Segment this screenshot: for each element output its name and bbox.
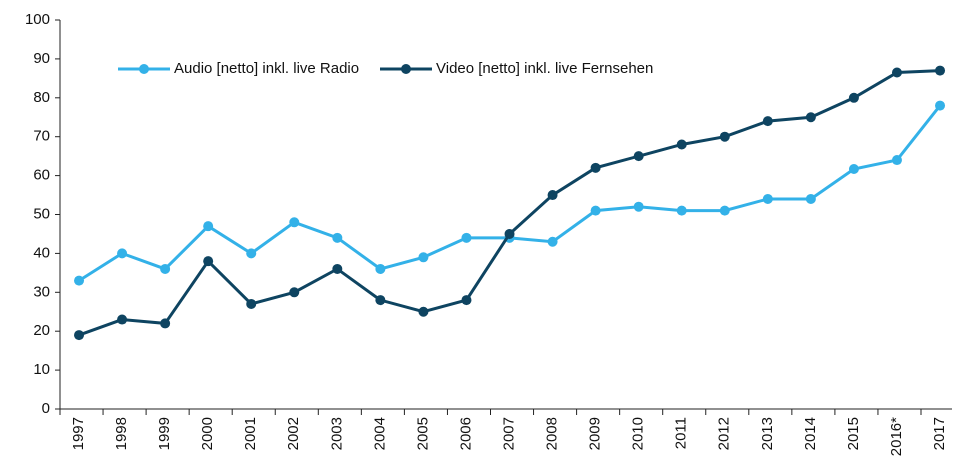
data-point: [547, 236, 558, 247]
x-tick-label: 2013: [759, 417, 776, 450]
data-point: [676, 205, 687, 216]
data-point: [805, 193, 816, 204]
data-point: [289, 217, 300, 228]
data-point: [117, 314, 128, 325]
x-tick-label: 2015: [845, 417, 862, 450]
data-point: [590, 162, 601, 173]
x-tick-label: 2011: [673, 417, 690, 449]
x-tick-label: 2001: [242, 417, 259, 450]
legend-label: Video [netto] inkl. live Fernsehen: [436, 60, 653, 77]
data-point: [246, 248, 257, 259]
data-point: [547, 190, 558, 201]
data-point: [332, 263, 343, 274]
x-tick-label: 2005: [414, 417, 431, 450]
data-point: [935, 65, 946, 76]
data-point: [332, 232, 343, 243]
data-point: [160, 318, 171, 329]
data-point: [848, 163, 859, 174]
series-line: [78, 104, 942, 282]
y-tick-label: 20: [33, 322, 50, 339]
data-point: [160, 263, 171, 274]
x-tick-label: 2003: [328, 417, 345, 450]
x-tick-label: 2002: [285, 417, 302, 450]
data-point: [590, 205, 601, 216]
data-point: [762, 116, 773, 127]
y-tick-label: 30: [33, 283, 50, 300]
data-point: [633, 151, 644, 162]
x-tick-label: 2017: [931, 417, 948, 450]
data-point: [289, 287, 300, 298]
x-tick-label: 2016*: [888, 417, 905, 456]
x-tick-label: 1997: [70, 417, 87, 450]
data-point: [719, 131, 730, 142]
data-point: [891, 67, 902, 78]
legend-marker: [139, 64, 149, 74]
data-point: [676, 139, 687, 150]
data-point: [719, 205, 730, 216]
legend-marker: [401, 64, 411, 74]
data-point: [762, 193, 773, 204]
data-point: [418, 252, 429, 263]
data-point: [633, 201, 644, 212]
data-point: [74, 330, 85, 341]
x-tick-label: 2008: [544, 417, 561, 450]
y-tick-label: 50: [33, 205, 50, 222]
x-tick-label: 2009: [587, 417, 604, 450]
y-tick-label: 80: [33, 89, 50, 106]
data-point: [418, 306, 429, 317]
data-point: [805, 112, 816, 123]
x-tick-label: 2000: [199, 417, 216, 450]
x-tick-label: 2007: [500, 417, 517, 450]
legend-label: Audio [netto] inkl. live Radio: [174, 60, 359, 77]
x-tick-label: 2006: [457, 417, 474, 450]
x-tick-label: 1998: [113, 417, 130, 450]
data-point: [117, 248, 128, 259]
y-tick-label: 10: [33, 361, 50, 378]
y-tick-label: 100: [25, 11, 50, 28]
data-point: [891, 155, 902, 166]
data-point: [375, 263, 386, 274]
y-tick-label: 0: [42, 400, 50, 417]
data-point: [203, 221, 214, 232]
data-point: [935, 100, 946, 111]
data-point: [375, 295, 386, 306]
data-point: [504, 228, 515, 239]
x-tick-label: 2014: [802, 417, 819, 450]
x-tick-label: 2004: [371, 417, 388, 450]
data-point: [848, 92, 859, 103]
x-tick-label: 2010: [630, 417, 647, 450]
y-tick-label: 40: [33, 244, 50, 261]
x-tick-label: 1999: [156, 417, 173, 450]
data-point: [461, 232, 472, 243]
data-point: [74, 275, 85, 286]
x-tick-label: 2012: [716, 417, 733, 450]
y-tick-label: 90: [33, 50, 50, 67]
data-point: [246, 298, 257, 309]
data-point: [461, 295, 472, 306]
y-tick-label: 70: [33, 128, 50, 145]
y-tick-label: 60: [33, 167, 50, 184]
data-point: [203, 256, 214, 267]
